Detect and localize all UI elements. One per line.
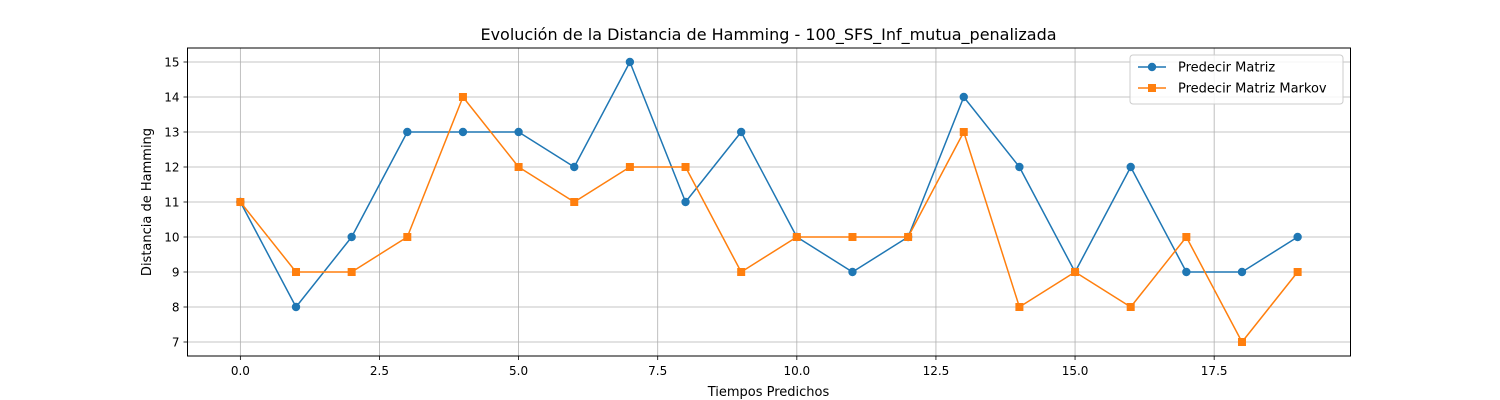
data-point: [1015, 162, 1024, 172]
data-point: [1126, 162, 1135, 172]
grid-layer: [187, 48, 1351, 356]
y-tick-label: 11: [164, 196, 179, 210]
data-point: [1293, 268, 1302, 276]
data-point: [1126, 303, 1135, 311]
data-point: [848, 233, 857, 241]
data-point: [1015, 303, 1024, 311]
x-tick-label: 7.5: [648, 364, 667, 378]
data-point: [236, 198, 245, 206]
x-tick-label: 17.5: [1201, 364, 1228, 378]
x-tick-label: 2.5: [370, 364, 389, 378]
data-point: [681, 163, 690, 171]
legend-marker: [1148, 84, 1156, 92]
data-point: [458, 127, 468, 137]
data-point: [570, 198, 579, 206]
data-point: [792, 233, 801, 241]
y-tick-label: 15: [164, 56, 179, 70]
x-tick-label: 15.0: [1062, 364, 1089, 378]
data-point: [1071, 268, 1080, 276]
data-point: [1293, 232, 1302, 242]
data-point: [1237, 338, 1246, 346]
data-point: [347, 232, 356, 242]
data-point: [1237, 267, 1247, 277]
legend-entry: Predecir Matriz: [1178, 61, 1275, 76]
data-point: [570, 162, 579, 172]
data-point: [959, 128, 968, 136]
data-point: [291, 302, 301, 312]
data-point: [1182, 233, 1191, 241]
series-line: [239, 61, 1299, 308]
y-tick-label: 13: [164, 126, 179, 140]
x-tick-label: 5.0: [509, 364, 528, 378]
data-point: [514, 163, 523, 171]
series-line: [239, 96, 1299, 343]
y-tick-label: 12: [164, 161, 179, 175]
y-axis-label: Distancia de Hamming: [140, 128, 155, 276]
data-point: [403, 233, 412, 241]
data-point: [625, 163, 634, 171]
series-2: [236, 93, 1302, 346]
legend: Predecir Matriz Predecir Matriz Markov: [1129, 54, 1344, 105]
y-tick-label: 7: [172, 336, 180, 350]
y-tick-label: 10: [164, 231, 179, 245]
x-ticks: 0.0 2.5 5.0 7.5 10.0 12.5 15.0 17.5: [231, 356, 1228, 378]
legend-marker: [1147, 62, 1157, 72]
data-point: [514, 127, 523, 137]
data-point: [959, 92, 968, 102]
x-tick-label: 10.0: [783, 364, 810, 378]
data-point: [403, 127, 412, 137]
x-axis-label: Tiempos Predichos: [707, 385, 830, 400]
data-point: [737, 268, 746, 276]
legend-entry: Predecir Matriz Markov: [1178, 82, 1327, 97]
series-layer: [236, 57, 1302, 346]
y-tick-label: 14: [164, 91, 179, 105]
data-point: [625, 57, 635, 67]
data-point: [848, 267, 857, 277]
y-tick-label: 8: [172, 301, 180, 315]
legend-box: [1129, 54, 1344, 105]
x-tick-label: 12.5: [923, 364, 950, 378]
y-ticks: 7 8 9 10 11 12 13 14 15: [164, 56, 188, 350]
chart-title: Evolución de la Distancia de Hamming - 1…: [480, 25, 1056, 45]
data-point: [1182, 267, 1191, 277]
data-point: [736, 127, 746, 137]
x-tick-label: 0.0: [231, 364, 250, 378]
data-point: [681, 197, 690, 207]
data-point: [458, 93, 467, 101]
y-tick-label: 9: [172, 266, 180, 280]
data-point: [904, 233, 913, 241]
data-point: [347, 268, 356, 276]
data-point: [292, 268, 301, 276]
